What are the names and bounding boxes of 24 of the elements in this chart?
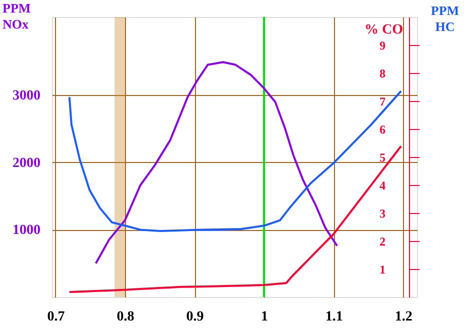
y2-tick-label: 7: [380, 94, 386, 108]
y-tick-label: 3000: [12, 88, 40, 104]
line-series: [68, 145, 402, 293]
y2-tick-label: 1: [380, 262, 386, 276]
y2-axis-title: % CO: [364, 22, 404, 38]
text: PPM HC: [430, 3, 460, 34]
x-tick-label: 0.9: [186, 310, 204, 324]
x-tick-label: 1.2: [394, 310, 412, 324]
y2-tick-label: 5: [380, 150, 386, 164]
y-axis-title: PPM NOx: [2, 0, 31, 32]
y2-tick-label: 2: [380, 234, 386, 248]
y2-tick-label: 8: [380, 66, 386, 80]
line-series: [68, 90, 402, 232]
y2-tick-label: 9: [380, 38, 386, 52]
y2-tick-label: 6: [380, 122, 386, 136]
x-tick-label: 0.8: [116, 310, 134, 324]
y-tick-label: 2000: [12, 156, 40, 171]
line-series: [94, 61, 338, 264]
x-tick-label: 0.7: [47, 310, 65, 324]
y2-tick-label: 3: [380, 206, 386, 220]
x-tick-label: 1: [261, 310, 268, 324]
x-tick-label: 1.1: [325, 310, 343, 324]
y2-tick-label: 4: [380, 178, 386, 192]
y-tick-label: 1000: [12, 223, 40, 238]
